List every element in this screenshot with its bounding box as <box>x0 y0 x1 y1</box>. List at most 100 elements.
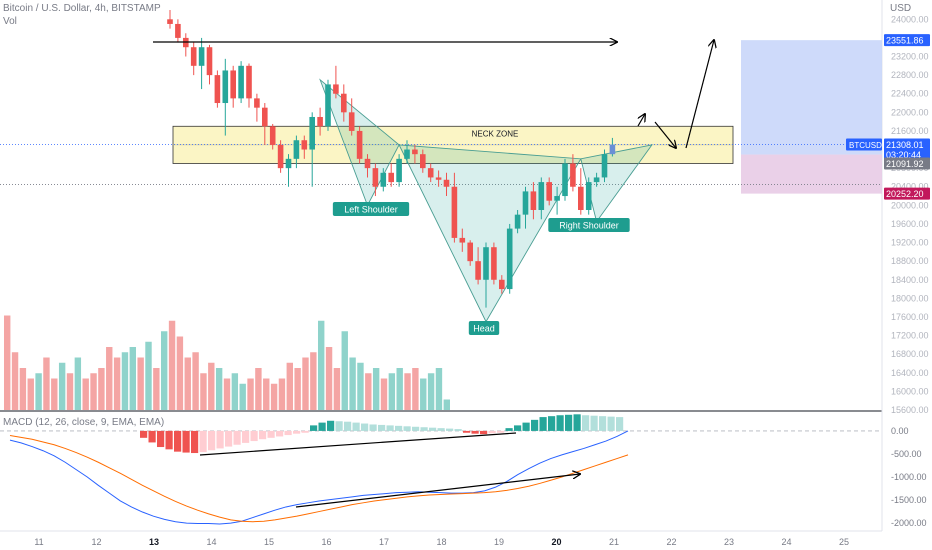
macd-histogram-bar <box>463 430 471 433</box>
macd-histogram-bar <box>293 430 301 434</box>
volume-bar <box>145 341 152 410</box>
candle-body <box>483 247 489 280</box>
volume-bar <box>255 368 262 410</box>
time-tick-label: 19 <box>494 537 504 547</box>
macd-histogram-bar <box>165 430 173 450</box>
volume-bar <box>200 373 207 410</box>
candle-body <box>301 140 308 150</box>
macd-histogram-bar <box>250 430 258 442</box>
candle-body <box>475 261 481 280</box>
mid-price-tag-bg <box>884 157 930 170</box>
candle-body <box>435 177 442 180</box>
macd-histogram-bar <box>182 430 190 453</box>
time-axis: 11 12 13 14 15 16 17 18 19 20 21 22 23 24 25 <box>34 537 849 547</box>
target-price-tag: 23551.86 <box>884 34 930 47</box>
candle <box>554 186 560 215</box>
price-tick-label: 23200.00 <box>891 52 929 62</box>
ticker-tag-text: BTCUSD <box>849 141 882 150</box>
macd-histogram-bar <box>454 429 462 431</box>
countdown-value: 03:20:44 <box>886 150 921 160</box>
volume-bar <box>435 368 443 410</box>
candle <box>522 186 529 229</box>
macd-histogram-bar <box>420 427 428 431</box>
last-price-value: 21308.01 <box>886 140 924 150</box>
candle-body <box>491 247 497 280</box>
candle <box>459 228 466 252</box>
macd-tick-label: -2000.00 <box>891 518 927 528</box>
ticker-tag: BTCUSD <box>846 138 882 151</box>
candle <box>396 154 402 187</box>
candle-body <box>364 158 371 169</box>
macd-histogram-bar <box>395 425 403 431</box>
candle-body <box>593 177 600 183</box>
macd-histogram-bar <box>386 425 394 431</box>
target-arrow <box>685 40 714 149</box>
time-tick-label: 25 <box>839 537 849 547</box>
left-shoulder-label-text: Left Shoulder <box>344 205 398 215</box>
candle-body <box>554 196 560 201</box>
head-label-bg <box>468 321 500 335</box>
price-axis: 24000.0023600.0023200.0022800.0022400.00… <box>891 14 929 415</box>
volume-bar <box>420 378 427 410</box>
candle-body <box>609 144 616 155</box>
price-tick-label: 17600.00 <box>891 312 929 322</box>
time-tick-label: 20 <box>551 537 561 547</box>
lower-price-tag: 20252.20 <box>884 187 930 200</box>
volume-bar <box>4 315 11 410</box>
macd-histogram-bar <box>590 415 598 431</box>
macd-histogram-bar <box>480 430 488 435</box>
target-price-tag-bg <box>884 34 930 47</box>
volume-bar <box>318 320 325 410</box>
candle-body <box>269 126 276 145</box>
macd-histogram <box>140 414 624 454</box>
stop-zone <box>741 154 882 194</box>
price-tick-label: 22000.00 <box>891 107 929 117</box>
candle <box>190 42 197 76</box>
macd-histogram-bar <box>582 415 590 431</box>
time-tick-label: 15 <box>264 537 274 547</box>
macd-histogram-bar <box>174 430 182 452</box>
candle <box>183 33 189 57</box>
volume-bar <box>325 347 333 410</box>
macd-tick-label: -500.00 <box>891 449 922 459</box>
candle-body <box>459 237 466 243</box>
candle-body <box>175 23 181 38</box>
volume-bar <box>247 378 254 410</box>
macd-histogram-bar <box>514 425 522 431</box>
volume-bars <box>4 315 450 410</box>
macd-histogram-bar <box>616 417 624 431</box>
price-tick-label: 19200.00 <box>891 238 929 248</box>
candle <box>230 65 236 108</box>
volume-bar <box>113 357 121 410</box>
macd-histogram-bar <box>361 423 369 431</box>
candle <box>167 10 173 29</box>
candle <box>514 210 521 234</box>
volume-bar <box>129 347 136 410</box>
volume-bar <box>270 383 278 410</box>
candle <box>585 177 592 215</box>
candle <box>530 182 537 220</box>
candle <box>277 140 284 173</box>
volume-bar <box>396 368 403 410</box>
macd-histogram-bar <box>157 430 165 448</box>
candle-body <box>230 70 236 99</box>
candle <box>570 154 576 192</box>
macd-divergence-arrow-upper <box>199 432 517 456</box>
macd-histogram-bar <box>522 422 530 431</box>
mid-price-tag-text: 21091.92 <box>886 159 924 169</box>
candle <box>578 168 584 215</box>
price-tick-label: 16000.00 <box>891 386 929 396</box>
candle-body <box>427 168 434 178</box>
macd-histogram-bar <box>497 430 505 433</box>
macd-label: MACD (12, 26, close, 9, EMA, EMA) <box>3 417 165 428</box>
macd-histogram-bar <box>412 426 420 431</box>
macd-histogram-bar <box>471 430 479 434</box>
volume-bar <box>58 362 66 410</box>
macd-histogram-bar <box>242 430 250 443</box>
macd-histogram-bar <box>335 421 343 431</box>
volume-bar <box>11 352 19 410</box>
candle-body <box>317 116 323 127</box>
candle <box>388 163 394 187</box>
candle <box>593 172 600 187</box>
